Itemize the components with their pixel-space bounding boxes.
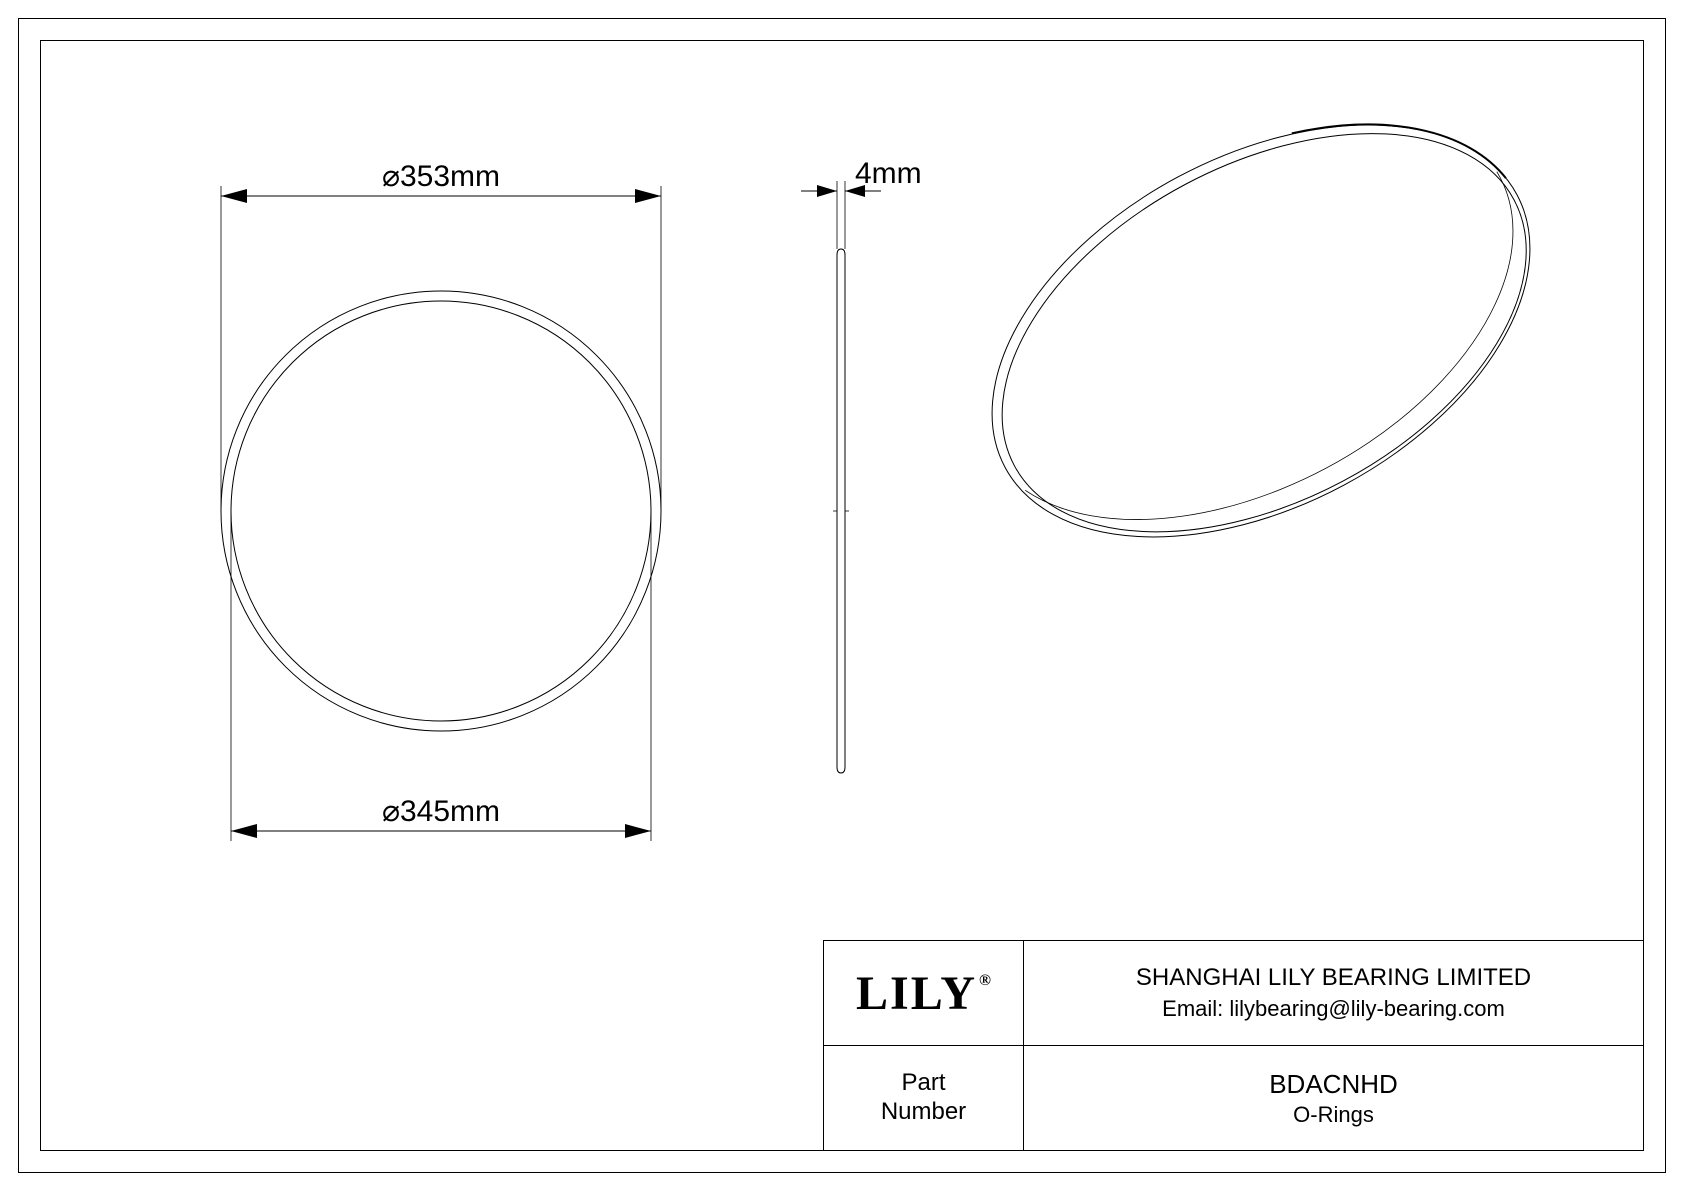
thickness-label: 4mm [855,157,922,190]
company-name: SHANGHAI LILY BEARING LIMITED [1136,964,1531,992]
part-label-line1: Part [901,1069,945,1096]
outer-dim-label: ⌀353mm [382,160,500,193]
logo-main: LILY [856,967,977,1020]
outer-circle [221,291,661,731]
iso-depth-arc [997,172,1582,598]
company-cell: SHANGHAI LILY BEARING LIMITED Email: lil… [1024,941,1643,1045]
part-description: O-Rings [1293,1102,1374,1128]
side-profile [837,249,845,773]
iso-shade-arc [1292,55,1506,257]
arrow-right-bot [625,824,651,838]
registered-mark: ® [979,972,993,989]
part-number: BDACNHD [1269,1069,1398,1100]
part-label-line2: Number [881,1098,966,1125]
side-arrow-left [817,185,837,197]
front-view: ⌀353mm ⌀345mm [221,160,661,841]
page: ⌀353mm ⌀345mm [0,0,1684,1191]
part-label-cell: Part Number [824,1046,1024,1150]
inner-circle [231,301,651,721]
inner-dim-label: ⌀345mm [382,795,500,828]
title-block-row-2: Part Number BDACNHD O-Rings [824,1046,1643,1150]
arrow-left-bot [231,824,257,838]
iso-outer-ellipse [923,41,1599,622]
iso-view [923,41,1599,622]
company-email: Email: lilybearing@lily-bearing.com [1162,996,1505,1022]
title-block-row-1: LILY® SHANGHAI LILY BEARING LIMITED Emai… [824,941,1643,1046]
side-view: 4mm [801,157,922,773]
part-label: Part Number [881,1069,966,1127]
part-info-cell: BDACNHD O-Rings [1024,1046,1643,1150]
iso-inner-ellipse [935,52,1592,614]
logo-cell: LILY® [824,941,1024,1045]
title-block: LILY® SHANGHAI LILY BEARING LIMITED Emai… [823,940,1643,1150]
inner-border: ⌀353mm ⌀345mm [40,40,1644,1151]
arrow-right-top [635,189,661,203]
logo-text: LILY® [856,966,991,1021]
arrow-left-top [221,189,247,203]
